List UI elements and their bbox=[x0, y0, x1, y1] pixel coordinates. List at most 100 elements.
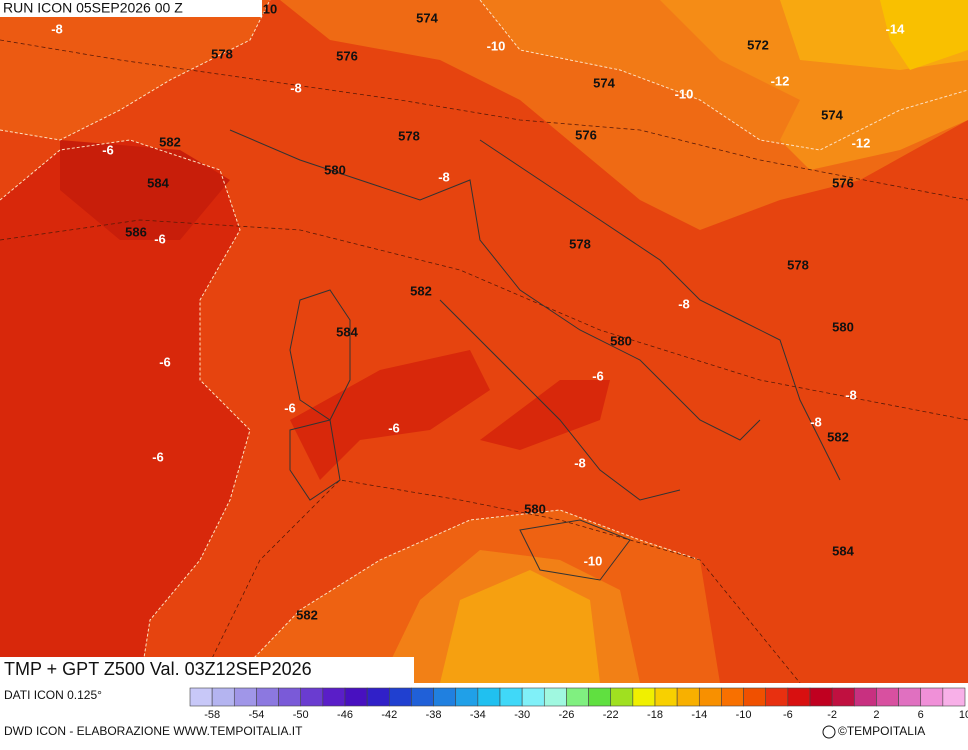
coastline bbox=[229, 129, 841, 581]
isotherm bbox=[0, 0, 968, 684]
region bbox=[290, 350, 490, 480]
contour-label: 574 bbox=[593, 75, 615, 90]
colorbar-tick-label: -30 bbox=[514, 709, 530, 721]
contour-label: 580 bbox=[832, 319, 854, 334]
run-label: RUN ICON 05SEP2026 00 Z bbox=[3, 0, 183, 16]
color-swatch bbox=[344, 687, 368, 707]
contour-label: 574 bbox=[821, 107, 843, 122]
contour-label: 572 bbox=[747, 37, 769, 52]
contour-label: 580 bbox=[524, 501, 546, 516]
copyright: ©TEMPOITALIA bbox=[838, 724, 925, 738]
credit: DWD ICON - ELABORAZIONE WWW.TEMPOITALIA.… bbox=[4, 724, 303, 738]
contour-label: 576 bbox=[336, 48, 358, 63]
contour-label: -8 bbox=[438, 169, 450, 184]
colorbar-tick-label: -10 bbox=[736, 709, 752, 721]
contour-label: -6 bbox=[592, 368, 604, 383]
color-swatch bbox=[300, 687, 324, 707]
color-swatch bbox=[654, 687, 678, 707]
color-swatch bbox=[632, 687, 656, 707]
contour-label: 578 bbox=[398, 128, 420, 143]
contour-label: 576 bbox=[575, 127, 597, 142]
contour-label: -12 bbox=[852, 135, 871, 150]
color-swatch bbox=[765, 687, 789, 707]
color-swatch bbox=[455, 687, 479, 707]
contour-label: 578 bbox=[787, 257, 809, 272]
color-swatch bbox=[521, 687, 545, 707]
color-swatch bbox=[433, 687, 457, 707]
color-swatch bbox=[588, 687, 612, 707]
copyright-icon bbox=[822, 725, 836, 739]
contour-label: 582 bbox=[159, 134, 181, 149]
color-swatch bbox=[610, 687, 634, 707]
region bbox=[0, 140, 250, 683]
contour-label: -10 bbox=[675, 86, 694, 101]
colorbar-tick-label: 2 bbox=[873, 709, 879, 721]
color-swatch bbox=[211, 687, 235, 707]
color-swatch bbox=[499, 687, 523, 707]
color-swatch bbox=[233, 687, 257, 707]
contour-label: -8 bbox=[810, 414, 822, 429]
color-swatch bbox=[698, 687, 722, 707]
contour-label: 578 bbox=[211, 46, 233, 61]
colorbar-tick-label: -18 bbox=[647, 709, 663, 721]
color-swatch bbox=[566, 687, 589, 707]
contour-label: 582 bbox=[296, 607, 318, 622]
color-swatch bbox=[322, 687, 346, 707]
map-title: TMP + GPT Z500 Val. 03Z12SEP2026 bbox=[4, 659, 312, 679]
color-swatch bbox=[366, 687, 390, 707]
contour-label: -6 bbox=[154, 231, 166, 246]
contour-label: -12 bbox=[771, 73, 790, 88]
color-swatch bbox=[411, 687, 434, 707]
colorbar: -58 -54 -50 -46 -42 -38 -34 -30 -26 -22 -18 -14 -10 -… bbox=[189, 687, 968, 721]
region bbox=[880, 0, 968, 70]
contour-label: 584 bbox=[832, 543, 854, 558]
colorbar-tick-label: -34 bbox=[470, 709, 486, 721]
colorbar-tick-label: -14 bbox=[691, 709, 707, 721]
color-swatch bbox=[743, 687, 767, 707]
contour-label: 580 bbox=[610, 333, 632, 348]
region bbox=[60, 140, 230, 240]
contour-label: 576 bbox=[832, 175, 854, 190]
region bbox=[440, 570, 600, 683]
color-swatch bbox=[920, 687, 944, 707]
colorbar-tick-label: -50 bbox=[293, 709, 309, 721]
map bbox=[0, 0, 968, 684]
color-swatch bbox=[477, 687, 501, 707]
color-swatch bbox=[853, 687, 877, 707]
height-contour bbox=[0, 39, 968, 684]
color-swatch bbox=[278, 687, 302, 707]
colorbar-tick-label: -42 bbox=[381, 709, 397, 721]
colorbar-tick-label: -38 bbox=[426, 709, 442, 721]
contour-label: 584 bbox=[147, 175, 169, 190]
color-swatch bbox=[676, 687, 700, 707]
contour-label: -8 bbox=[574, 455, 586, 470]
colorbar-tick-label: -22 bbox=[603, 709, 619, 721]
colorbar-tick-label: -58 bbox=[204, 709, 220, 721]
colorbar-tick-label: 6 bbox=[918, 709, 924, 721]
contour-label: -10 bbox=[584, 553, 603, 568]
contour-label: 578 bbox=[569, 236, 591, 251]
colorbar-tick-label: -6 bbox=[783, 709, 793, 721]
contour-label: -6 bbox=[388, 420, 400, 435]
color-swatch bbox=[809, 687, 833, 707]
color-swatch bbox=[787, 687, 811, 707]
run-box bbox=[0, 0, 262, 17]
contour-label: -14 bbox=[886, 21, 906, 36]
colorbar-tick-label: -54 bbox=[248, 709, 264, 721]
region bbox=[480, 380, 610, 450]
color-swatch bbox=[942, 687, 966, 707]
color-swatch bbox=[876, 687, 899, 707]
contour-label: -6 bbox=[152, 449, 164, 464]
color-swatch bbox=[721, 687, 744, 707]
contour-label: 574 bbox=[416, 10, 438, 25]
color-swatch bbox=[189, 687, 213, 707]
colorbar-tick-label: -46 bbox=[337, 709, 353, 721]
color-swatch bbox=[543, 687, 567, 707]
colorbar-tick-label: -26 bbox=[558, 709, 574, 721]
contour-label: 582 bbox=[827, 429, 849, 444]
color-swatch bbox=[388, 687, 412, 707]
contour-label: -8 bbox=[51, 21, 63, 36]
contour-label: 580 bbox=[324, 162, 346, 177]
contour-labels: -8 10 574 578 576 -10 572 -14 -8 574 -10 -12 582 578 5… bbox=[51, 1, 905, 622]
